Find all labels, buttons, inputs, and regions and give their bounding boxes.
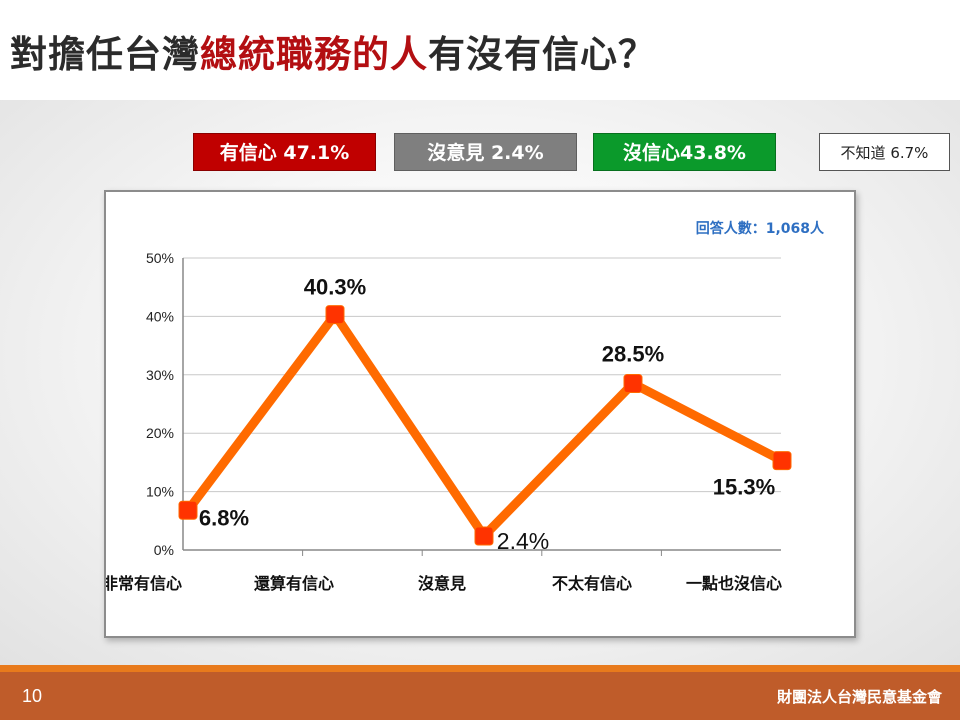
confident-summary-badge: 有信心 47.1% [193, 133, 376, 171]
no-opinion-summary-badge: 沒意見 2.4% [394, 133, 577, 171]
data-label: 40.3% [304, 275, 366, 300]
title-part-3: 有沒有信心？ [428, 33, 656, 76]
data-point-marker [178, 500, 198, 520]
data-point-marker [772, 451, 792, 471]
x-category-label: 一點也沒信心 [686, 574, 782, 593]
x-category-label: 沒意見 [418, 574, 466, 593]
y-tick-label: 0% [154, 542, 174, 558]
x-category-label: 非常有信心 [106, 574, 182, 593]
page-number: 10 [22, 686, 43, 706]
y-tick-label: 10% [146, 484, 174, 500]
chart-panel: 0% 10% 20% 30% 40% 50% 非常有信心 還算有信心 沒意見 不太有信心 一點也沒信… [104, 190, 856, 638]
title-bar: 對擔任台灣總統職務的人有沒有信心？ [0, 0, 960, 100]
footer-bar [0, 672, 960, 720]
footer-accent-strip [0, 665, 960, 672]
title-part-highlight: 總統職務的人 [200, 33, 428, 76]
x-category-label: 還算有信心 [254, 574, 334, 593]
data-point-marker [474, 526, 494, 546]
x-category-label: 不太有信心 [552, 574, 632, 593]
data-point-marker [325, 305, 345, 325]
y-tick-label: 40% [146, 308, 174, 324]
line-chart: 0% 10% 20% 30% 40% 50% 非常有信心 還算有信心 沒意見 不太有信心 一點也沒信… [106, 220, 825, 593]
not-confident-summary-badge: 沒信心43.8% [593, 133, 776, 171]
dont-know-summary-badge: 不知道 6.7% [819, 133, 950, 171]
y-tick-label: 50% [146, 250, 174, 266]
organization-name: 財團法人台灣民意基金會 [776, 688, 942, 706]
data-label: 6.8% [199, 505, 249, 530]
y-tick-label: 20% [146, 425, 174, 441]
title-part-1: 對擔任台灣 [10, 33, 200, 76]
data-label: 2.4% [497, 528, 549, 554]
data-label: 15.3% [713, 475, 775, 500]
respondent-count-annotation: 回答人數：1,068人 [696, 220, 825, 237]
y-tick-label: 30% [146, 367, 174, 383]
series-line [183, 310, 787, 541]
data-point-marker [623, 374, 643, 394]
slide-title: 對擔任台灣總統職務的人有沒有信心？ [10, 24, 656, 80]
data-label: 28.5% [602, 342, 664, 367]
